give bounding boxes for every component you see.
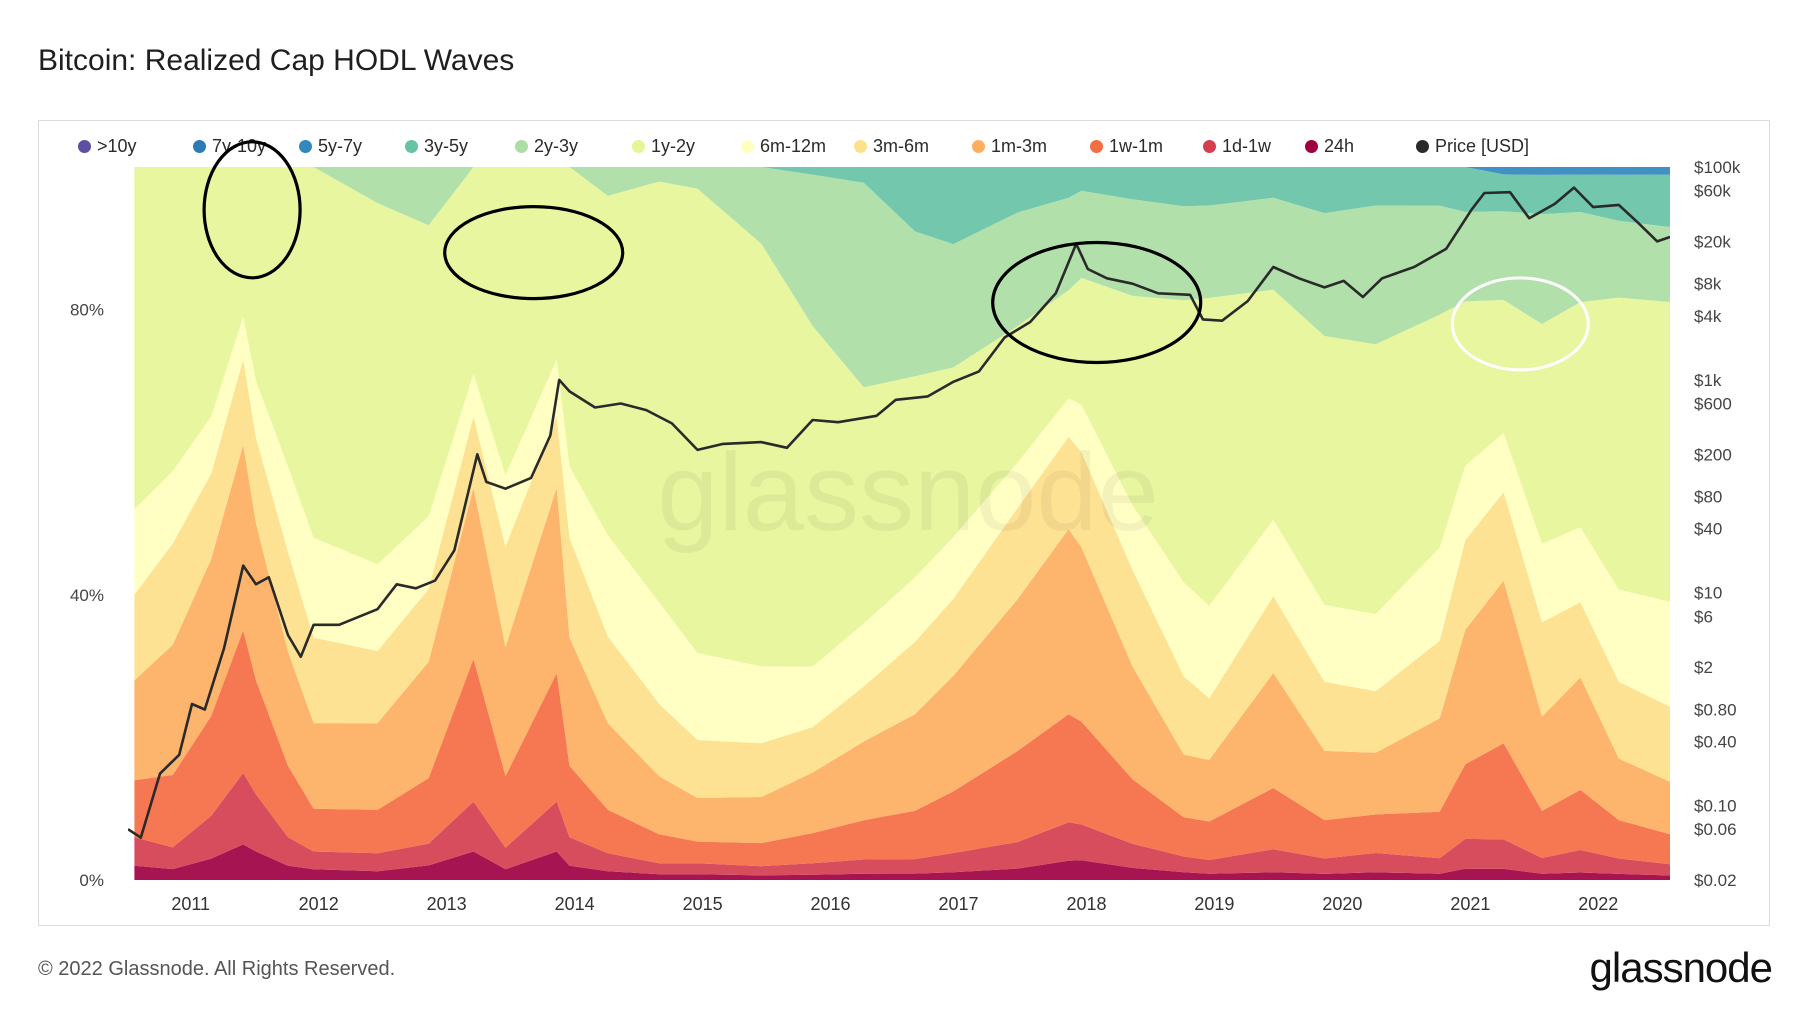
- x-tick-label: 2012: [299, 894, 339, 914]
- legend-swatch: [515, 140, 528, 153]
- legend-label: 3y-5y: [424, 136, 469, 156]
- y-right-tick-label: $2: [1694, 658, 1713, 677]
- y-right-tick-label: $100k: [1694, 158, 1741, 177]
- legend-swatch: [405, 140, 418, 153]
- legend-swatch: [78, 140, 91, 153]
- y-left-tick-label: 80%: [70, 301, 104, 320]
- area-series-24h: [134, 844, 1670, 880]
- y-right-tick-label: $20k: [1694, 232, 1731, 251]
- x-tick-label: 2019: [1194, 894, 1234, 914]
- annotation-ellipse: [991, 240, 1203, 365]
- legend-swatch: [1090, 140, 1103, 153]
- legend-swatch: [1305, 140, 1318, 153]
- legend-item-gt10y[interactable]: >10y: [78, 136, 137, 157]
- annotation-ellipse: [1450, 276, 1590, 372]
- x-tick-label: 2011: [171, 894, 210, 914]
- price-line: [128, 186, 1670, 839]
- x-tick-label: 2017: [938, 894, 978, 914]
- y-right-tick-label: $40: [1694, 520, 1722, 539]
- y-left-tick-label: 40%: [70, 586, 104, 605]
- y-right-tick-label: $10: [1694, 584, 1722, 603]
- legend-item-price-usd[interactable]: Price [USD]: [1416, 136, 1529, 157]
- chart-card: [38, 120, 1770, 926]
- legend-swatch: [299, 140, 312, 153]
- legend-label: 5y-7y: [318, 136, 363, 156]
- y-right-tick-label: $1k: [1694, 371, 1722, 390]
- legend-label: 1m-3m: [991, 136, 1048, 156]
- legend-item-1m-3m[interactable]: 1m-3m: [972, 136, 1047, 157]
- annotation-ellipse: [443, 205, 625, 301]
- legend-label: 2y-3y: [534, 136, 579, 156]
- watermark: glassnode: [657, 431, 1159, 554]
- x-tick-label: 2014: [555, 894, 595, 914]
- legend-label: 1y-2y: [651, 136, 696, 156]
- legend-swatch: [972, 140, 985, 153]
- y-right-tick-label: $8k: [1694, 275, 1722, 294]
- area-series-2y-3y: [134, 167, 1670, 388]
- area-series-1m-3m: [134, 445, 1670, 844]
- legend-swatch: [632, 140, 645, 153]
- legend-item-6m-12m[interactable]: 6m-12m: [741, 136, 826, 157]
- legend-label: 24h: [1324, 136, 1355, 156]
- x-tick-label: 2018: [1066, 894, 1106, 914]
- legend-item-2y-3y[interactable]: 2y-3y: [515, 136, 578, 157]
- legend-label: Price [USD]: [1435, 136, 1530, 156]
- area-series-1d-1w: [134, 773, 1670, 876]
- area-series-1w-1m: [134, 630, 1670, 867]
- x-tick-label: 2015: [683, 894, 723, 914]
- y-right-tick-label: $0.80: [1694, 701, 1737, 720]
- legend-label: >10y: [97, 136, 137, 156]
- legend-swatch: [854, 140, 867, 153]
- legend-swatch: [741, 140, 754, 153]
- area-series-3y-5y: [134, 167, 1670, 245]
- glassnode-logo: glassnode: [1589, 944, 1773, 991]
- legend-item-3m-6m[interactable]: 3m-6m: [854, 136, 929, 157]
- chart-title: Bitcoin: Realized Cap HODL Waves: [38, 44, 515, 77]
- y-right-tick-label: $0.06: [1694, 820, 1737, 839]
- y-right-tick-label: $600: [1694, 395, 1732, 414]
- x-tick-label: 2022: [1578, 894, 1618, 914]
- legend-item-1d-1w[interactable]: 1d-1w: [1203, 136, 1271, 157]
- legend-label: 1w-1m: [1109, 136, 1164, 156]
- y-left-tick-label: 0%: [79, 871, 104, 890]
- y-right-tick-label: $60k: [1694, 182, 1731, 201]
- y-right-tick-label: $4k: [1694, 307, 1722, 326]
- y-right-tick-label: $6: [1694, 607, 1713, 626]
- legend-label: 6m-12m: [760, 136, 827, 156]
- legend-item-3y-5y[interactable]: 3y-5y: [405, 136, 468, 157]
- area-series-6m-12m: [134, 316, 1670, 744]
- legend-item-5y-7y[interactable]: 5y-7y: [299, 136, 362, 157]
- y-right-tick-label: $200: [1694, 445, 1732, 464]
- legend-item-1y-2y[interactable]: 1y-2y: [632, 136, 695, 157]
- legend-item-24h[interactable]: 24h: [1305, 136, 1354, 157]
- footer-copyright: © 2022 Glassnode. All Rights Reserved.: [38, 958, 396, 980]
- legend-item-1w-1m[interactable]: 1w-1m: [1090, 136, 1163, 157]
- x-tick-label: 2016: [810, 894, 850, 914]
- legend-swatch: [1203, 140, 1216, 153]
- legend-label: 1d-1w: [1222, 136, 1272, 156]
- y-right-tick-label: $0.02: [1694, 871, 1737, 890]
- area-series-5y-7y: [134, 167, 1670, 175]
- legend-label: 3m-6m: [873, 136, 930, 156]
- x-tick-label: 2020: [1322, 894, 1362, 914]
- x-tick-label: 2013: [427, 894, 467, 914]
- x-tick-label: 2021: [1450, 894, 1490, 914]
- area-series-1y-2y: [134, 167, 1670, 667]
- area-series-3m-6m: [134, 359, 1670, 798]
- y-right-tick-label: $0.40: [1694, 733, 1737, 752]
- legend-swatch: [1416, 140, 1429, 153]
- y-right-tick-label: $80: [1694, 488, 1722, 507]
- annotation-ellipse: [202, 140, 302, 280]
- legend-swatch: [193, 140, 206, 153]
- y-right-tick-label: $0.10: [1694, 797, 1737, 816]
